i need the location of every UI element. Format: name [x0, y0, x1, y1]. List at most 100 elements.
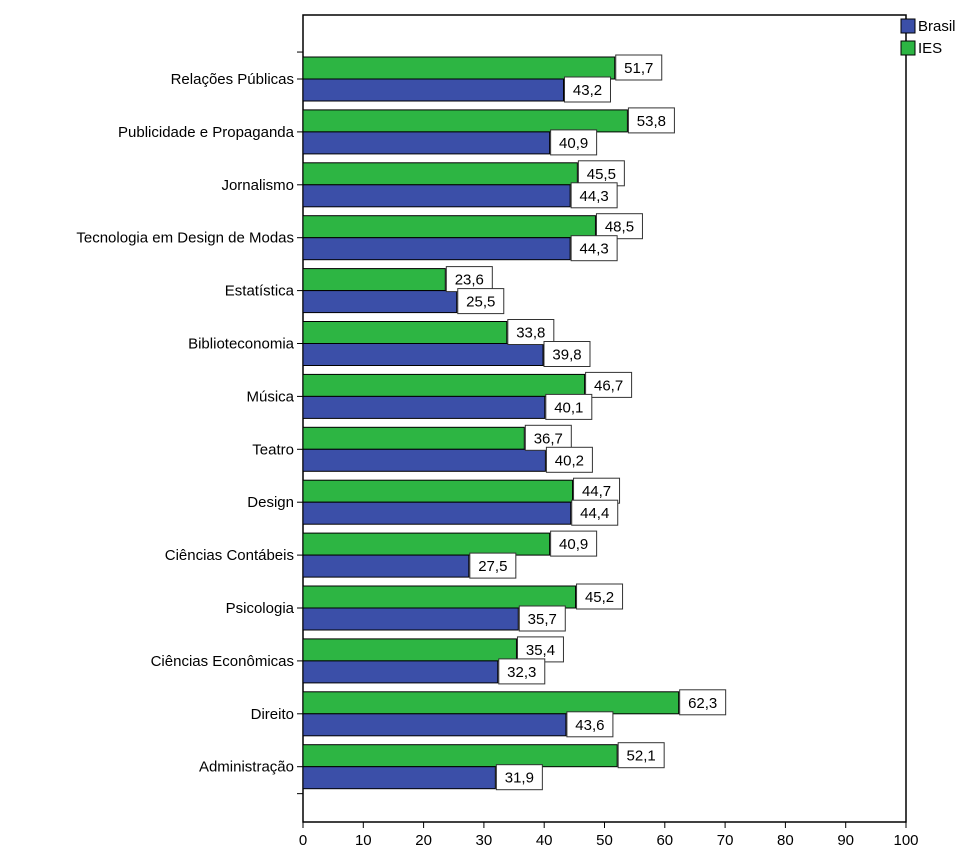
value-label-brasil: 43,2	[563, 76, 611, 103]
bar-ies	[302, 585, 577, 609]
bar-brasil	[302, 448, 546, 472]
value-label-ies: 45,5	[577, 160, 625, 187]
value-label-brasil: 40,2	[545, 446, 593, 473]
value-label-text: 31,9	[505, 770, 534, 787]
value-label-box	[457, 288, 505, 315]
x-tick-label: 70	[717, 832, 734, 849]
bar-brasil	[302, 78, 564, 102]
value-label-ies: 46,7	[585, 371, 633, 398]
value-axis: 0 10 20 30 40 50 60 70 80 90 100	[299, 822, 919, 849]
bar-ies	[302, 373, 586, 397]
legend-label: Brasil	[918, 18, 956, 35]
x-tick-label: 90	[837, 832, 854, 849]
legend-swatch	[900, 40, 916, 56]
category-label: Ciências Contábeis	[165, 547, 294, 564]
value-label-brasil: 32,3	[498, 658, 546, 685]
value-label-text: 25,5	[466, 294, 495, 311]
category-label: Psicologia	[226, 600, 295, 617]
value-label-text: 48,5	[605, 219, 634, 236]
bar-brasil	[302, 184, 571, 208]
value-label-box	[566, 711, 614, 738]
value-label-text: 43,6	[575, 717, 604, 734]
value-label-box	[524, 424, 572, 451]
value-label-text: 39,8	[552, 347, 581, 364]
bar-brasil	[302, 395, 546, 419]
legend: Brasil IES	[900, 18, 956, 57]
value-label-brasil: 27,5	[469, 552, 517, 579]
x-tick-label: 10	[355, 832, 372, 849]
value-label-box	[550, 129, 598, 156]
value-label-text: 35,7	[528, 611, 557, 628]
value-label-text: 32,3	[507, 664, 536, 681]
value-label-ies: 35,4	[516, 636, 564, 663]
category-label: Administração	[199, 759, 294, 776]
bar-brasil	[302, 131, 551, 155]
value-label-box	[576, 583, 624, 610]
value-label-text: 45,5	[587, 166, 616, 183]
legend-label: IES	[918, 40, 942, 57]
bar-brasil	[302, 554, 470, 578]
value-label-box	[563, 76, 611, 103]
value-label-box	[507, 319, 555, 345]
value-label-brasil: 40,1	[545, 393, 593, 420]
value-label-text: 40,1	[554, 399, 583, 416]
x-tick-label: 40	[536, 832, 553, 849]
value-label-ies: 40,9	[550, 530, 598, 557]
value-label-ies: 51,7	[615, 54, 663, 81]
value-label-text: 44,4	[580, 505, 609, 522]
bar-brasil	[302, 290, 458, 314]
bar-ies	[302, 691, 680, 715]
value-label-box	[573, 477, 621, 504]
value-label-text: 40,2	[555, 452, 584, 469]
value-label-text: 52,1	[627, 748, 656, 765]
value-label-ies: 44,7	[573, 477, 621, 504]
value-label-box	[545, 446, 593, 473]
category-axis: Relações Públicas Publicidade e Propagand…	[76, 51, 303, 795]
value-label-box	[627, 107, 675, 134]
value-label-box	[545, 393, 593, 420]
bar-brasil	[302, 343, 544, 366]
bars	[302, 56, 680, 790]
bar-ies	[302, 215, 596, 239]
x-tick-label: 30	[476, 832, 493, 849]
x-tick-label: 20	[415, 832, 432, 849]
legend-swatch	[900, 18, 916, 34]
value-label-box	[577, 160, 625, 187]
value-label-brasil: 44,3	[570, 235, 618, 262]
value-label-text: 40,9	[559, 536, 588, 553]
x-tick-label: 50	[596, 832, 613, 849]
value-label-text: 23,6	[455, 272, 484, 289]
value-label-ies: 62,3	[679, 689, 727, 716]
bar-brasil	[302, 766, 496, 790]
category-label: Design	[247, 494, 294, 511]
category-label: Estatística	[225, 283, 295, 300]
value-label-brasil: 40,9	[550, 129, 598, 156]
value-label-ies: 33,8	[507, 319, 555, 345]
bar-brasil	[302, 237, 571, 261]
value-label-text: 44,3	[580, 241, 609, 258]
value-label-brasil: 35,7	[518, 605, 566, 632]
x-tick-label: 80	[777, 832, 794, 849]
bar-ies	[302, 321, 508, 344]
value-label-box	[543, 341, 591, 367]
value-label-ies: 52,1	[617, 742, 665, 769]
value-label-ies: 48,5	[595, 213, 643, 240]
value-label-brasil: 43,6	[566, 711, 614, 738]
x-tick-label: 0	[299, 832, 307, 849]
value-label-box	[570, 182, 618, 209]
value-label-text: 53,8	[637, 113, 666, 130]
value-label-box	[679, 689, 727, 716]
value-label-brasil: 25,5	[457, 288, 505, 315]
value-label-box	[585, 371, 633, 398]
category-label: Música	[246, 388, 294, 405]
bar-ies	[302, 109, 628, 133]
value-label-brasil: 31,9	[495, 764, 543, 791]
value-label-brasil: 44,4	[571, 499, 619, 526]
value-label-box	[469, 552, 517, 579]
value-label-text: 44,3	[580, 188, 609, 205]
bar-ies	[302, 532, 551, 556]
value-label-ies: 53,8	[627, 107, 675, 134]
bar-ies	[302, 162, 578, 186]
value-label-text: 40,9	[559, 135, 588, 152]
